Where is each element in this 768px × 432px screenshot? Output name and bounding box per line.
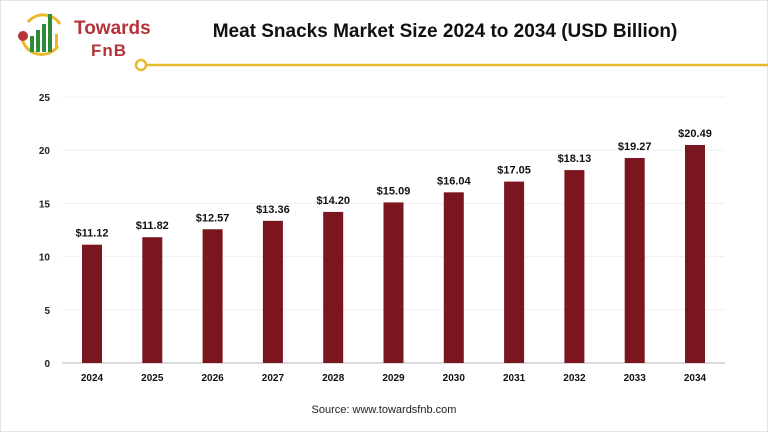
- accent-circle: [134, 58, 148, 72]
- x-tick-label-2032: 2032: [563, 373, 586, 384]
- x-tick-label-2026: 2026: [201, 373, 224, 384]
- x-tick-label-2033: 2033: [624, 373, 647, 384]
- x-tick-label-2024: 2024: [81, 373, 104, 384]
- logo-text-towards: Towards: [74, 18, 151, 39]
- x-tick-label-2034: 2034: [684, 373, 707, 384]
- data-label-2030: $16.04: [437, 175, 472, 187]
- data-label-2025: $11.82: [136, 220, 169, 232]
- chart-title: Meat Snacks Market Size 2024 to 2034 (US…: [212, 21, 678, 42]
- data-label-2026: $12.57: [196, 212, 230, 224]
- data-label-2032: $18.13: [558, 153, 592, 165]
- data-label-2033: $19.27: [618, 141, 652, 153]
- bar-2025: [142, 237, 163, 363]
- bar-2026: [202, 229, 223, 363]
- bar-2031: [504, 181, 525, 363]
- bar-2030: [443, 192, 464, 363]
- x-tick-label-2025: 2025: [141, 373, 164, 384]
- logo-icon: [18, 13, 62, 56]
- data-label-2029: $15.09: [377, 185, 411, 197]
- y-tick-label: 20: [39, 146, 51, 157]
- bar-2024: [82, 244, 102, 363]
- source-note: Source: www.towardsfnb.com: [311, 404, 457, 416]
- data-label-2027: $13.36: [256, 204, 290, 216]
- data-label-2024: $11.12: [75, 228, 108, 240]
- x-tick-label-2028: 2028: [322, 373, 345, 384]
- x-tick-label-2027: 2027: [262, 373, 285, 384]
- logo-text-fnb: FnB: [91, 41, 128, 60]
- y-tick-label: 25: [39, 93, 51, 104]
- bar-2028: [323, 211, 344, 363]
- y-tick-label: 0: [44, 359, 50, 370]
- data-label-2034: $20.49: [678, 128, 712, 140]
- data-label-2031: $17.05: [497, 165, 531, 177]
- y-tick-label: 15: [39, 199, 51, 210]
- y-tick-label: 5: [44, 306, 50, 317]
- bar-2027: [262, 220, 283, 363]
- towards-fnb-logo: Towards FnB: [14, 10, 151, 60]
- x-tick-label-2030: 2030: [443, 373, 466, 384]
- bar-2033: [624, 157, 645, 363]
- bar-2032: [564, 170, 585, 363]
- x-tick-label-2031: 2031: [503, 373, 526, 384]
- data-label-2028: $14.20: [316, 195, 350, 207]
- bar-2029: [383, 202, 404, 363]
- bar-2034: [685, 144, 705, 363]
- y-tick-label: 10: [39, 253, 51, 264]
- x-tick-label-2029: 2029: [382, 373, 405, 384]
